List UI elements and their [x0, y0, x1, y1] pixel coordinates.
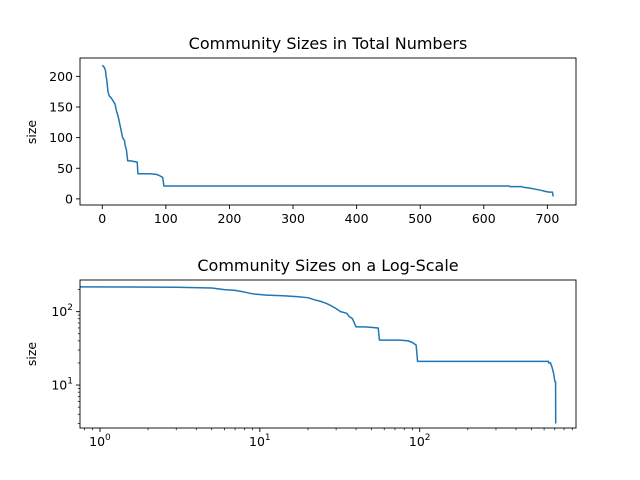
- chart-linear: Community Sizes in Total Numbers size 0 1…: [24, 34, 577, 226]
- x-tick-label: 102: [409, 433, 431, 449]
- data-series-line: [79, 286, 557, 424]
- x-tick-label: 400: [345, 211, 369, 226]
- x-tick-label: 300: [281, 211, 305, 226]
- x-tick-label: 600: [472, 211, 496, 226]
- chart-title: Community Sizes in Total Numbers: [189, 34, 468, 53]
- chart-log-scale: Community Sizes on a Log-Scale size 100 1…: [24, 256, 577, 449]
- data-series-line: [101, 64, 554, 197]
- chart-title: Community Sizes on a Log-Scale: [197, 256, 458, 275]
- y-tick-label: 150: [49, 100, 73, 115]
- y-tick-label: 100: [49, 130, 73, 145]
- x-tick-label: 0: [98, 211, 106, 226]
- x-tick-label: 100: [89, 433, 111, 449]
- axis-ticks: 100 101 102 101 102: [51, 289, 573, 449]
- plot-frame: [79, 279, 577, 429]
- y-axis-label: size: [24, 120, 39, 145]
- y-tick-label: 50: [57, 161, 73, 176]
- x-tick-label: 500: [408, 211, 432, 226]
- y-tick-label: 102: [51, 303, 73, 319]
- x-tick-label: 200: [218, 211, 242, 226]
- x-tick-label: 700: [535, 211, 559, 226]
- plot-frame: [79, 57, 577, 206]
- y-tick-label: 101: [51, 377, 73, 393]
- x-tick-label: 100: [154, 211, 178, 226]
- y-axis-label: size: [24, 342, 39, 367]
- x-tick-label: 101: [249, 433, 271, 449]
- y-tick-label: 200: [49, 69, 73, 84]
- y-tick-label: 0: [65, 191, 73, 206]
- axis-ticks: 0 100 200 300 400 500 600 700 0 50 100 150 200: [49, 69, 559, 226]
